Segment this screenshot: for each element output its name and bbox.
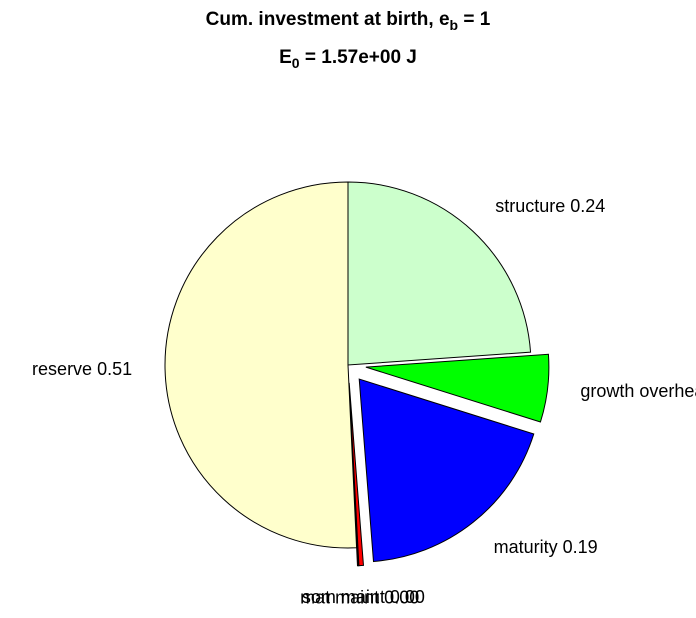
chart-subtitle: E0 = 1.57e+00 J: [279, 47, 417, 71]
chart-title: Cum. investment at birth, eb = 1: [206, 9, 491, 33]
title-text: = 1: [458, 9, 491, 30]
slice-label: mat maint 0.00: [300, 587, 419, 607]
title-text: Cum. investment at birth, e: [206, 9, 450, 30]
slice-label: growth overhead 0.06: [580, 381, 696, 401]
title-subscript: b: [450, 17, 459, 33]
slice-label: reserve 0.51: [32, 359, 132, 379]
slice-label: structure 0.24: [495, 196, 605, 216]
subtitle-subscript: 0: [292, 55, 300, 71]
subtitle-text: = 1.57e+00 J: [300, 47, 417, 68]
slice-label: som maint 0.00: [302, 587, 425, 607]
pie-slice: [358, 378, 535, 563]
slice-label: maturity 0.19: [494, 537, 598, 557]
pie-slice: [347, 181, 532, 366]
subtitle-text: E: [279, 47, 292, 68]
pie-slice: [164, 181, 358, 549]
pie-slice: [365, 353, 550, 423]
